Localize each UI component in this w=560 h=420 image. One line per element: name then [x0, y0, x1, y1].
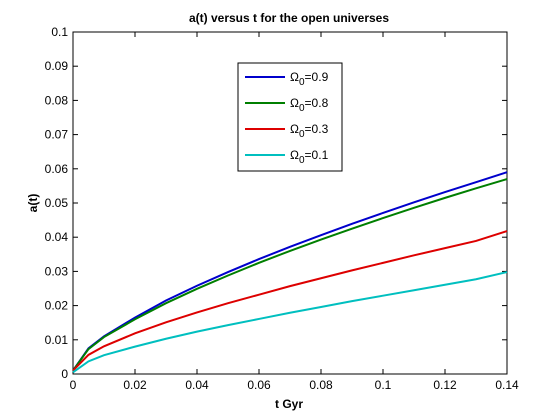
series-line-2	[72, 230, 508, 372]
x-axis: 0 0.02 0.04 0.06 0.08 0.1 0.12 0.14	[70, 32, 519, 392]
y-tick-label: 0.05	[45, 196, 69, 210]
x-tick-label: 0.08	[309, 378, 333, 392]
legend-label-0: Ω0=0.9	[290, 70, 329, 88]
y-tick-label: 0.02	[45, 299, 69, 313]
series-line-3	[72, 271, 508, 374]
legend-symbol: Ω	[290, 96, 299, 110]
y-tick-label: 0.1	[51, 25, 68, 39]
y-tick-label: 0	[61, 367, 68, 381]
legend-label-3: Ω0=0.1	[290, 148, 329, 166]
x-tick-label: 0.04	[185, 378, 209, 392]
x-tick-label: 0	[70, 378, 77, 392]
series-line-1	[72, 178, 508, 372]
x-tick-label: 0.12	[433, 378, 457, 392]
y-axis-label: a(t)	[26, 194, 40, 213]
x-axis-label: t Gyr	[275, 397, 303, 411]
legend-value: =0.3	[305, 122, 329, 136]
legend-subscript: 0	[299, 77, 305, 88]
series-line-0	[72, 171, 508, 372]
legend-symbol: Ω	[290, 122, 299, 136]
legend-subscript: 0	[299, 155, 305, 166]
y-tick-label: 0.08	[45, 93, 69, 107]
legend-value: =0.8	[305, 96, 329, 110]
legend-value: =0.9	[305, 70, 329, 84]
y-tick-label: 0.06	[45, 162, 69, 176]
y-tick-label: 0.04	[45, 230, 69, 244]
series-lines	[72, 171, 508, 374]
legend-subscript: 0	[299, 103, 305, 114]
legend-label-1: Ω0=0.8	[290, 96, 329, 114]
legend-box	[237, 62, 343, 172]
y-tick-label: 0.03	[45, 264, 69, 278]
x-tick-label: 0.02	[123, 378, 147, 392]
legend-symbol: Ω	[290, 70, 299, 84]
legend-symbol: Ω	[290, 148, 299, 162]
chart-title: a(t) versus t for the open universes	[189, 11, 389, 25]
legend: Ω0=0.9Ω0=0.8Ω0=0.3Ω0=0.1	[237, 62, 343, 172]
y-tick-label: 0.07	[45, 128, 69, 142]
x-tick-label: 0.1	[375, 378, 392, 392]
y-tick-label: 0.09	[45, 59, 69, 73]
legend-value: =0.1	[305, 148, 329, 162]
y-tick-label: 0.01	[45, 333, 69, 347]
x-tick-label: 0.06	[247, 378, 271, 392]
legend-subscript: 0	[299, 129, 305, 140]
x-tick-label: 0.14	[495, 378, 519, 392]
y-axis: 0 0.01 0.02 0.03 0.04 0.05 0.06 0.07 0.08 0.09 0.1	[45, 25, 507, 381]
legend-label-2: Ω0=0.3	[290, 122, 329, 140]
